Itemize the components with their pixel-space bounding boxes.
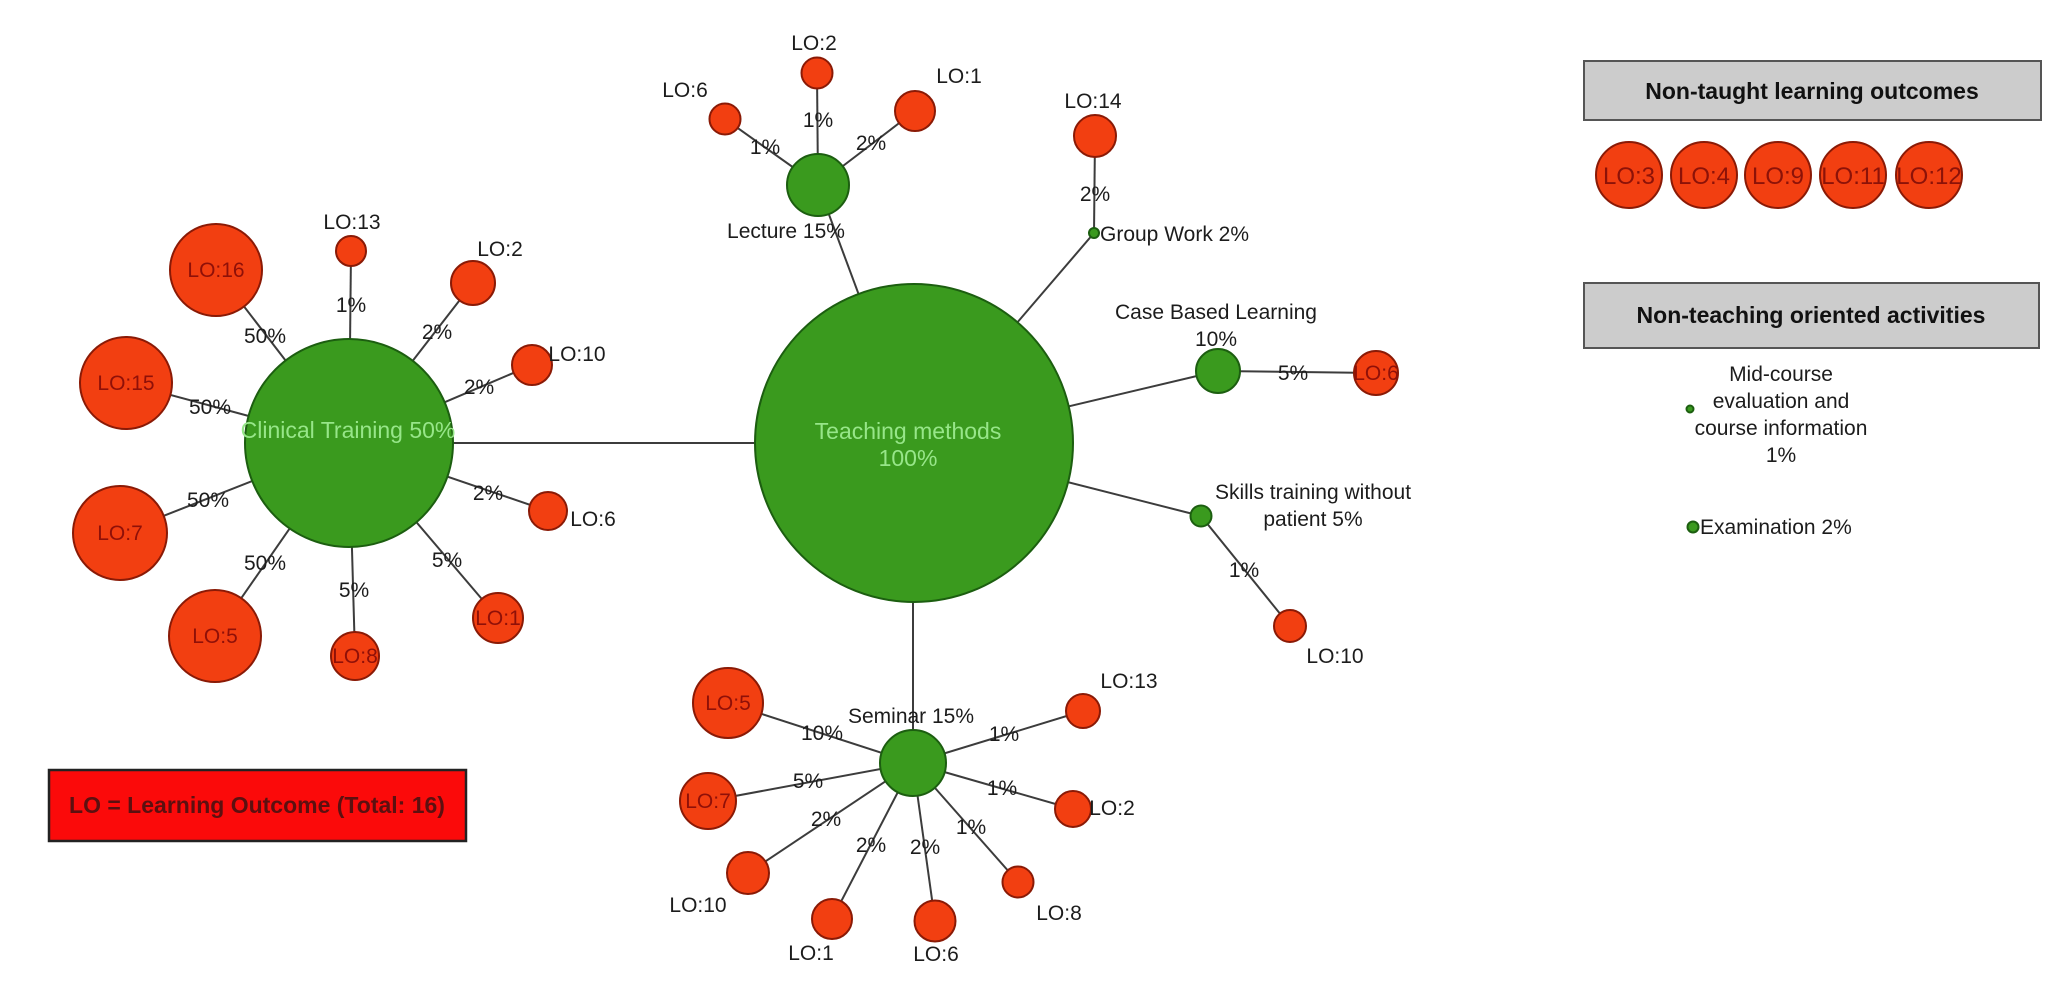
svg-text:LO:10: LO:10 bbox=[548, 343, 605, 366]
svg-text:LO:1: LO:1 bbox=[475, 607, 521, 630]
svg-text:LO:1: LO:1 bbox=[936, 65, 982, 88]
svg-text:LO:13: LO:13 bbox=[323, 211, 380, 234]
svg-text:1%: 1% bbox=[956, 816, 986, 839]
svg-text:1%: 1% bbox=[1229, 559, 1259, 582]
svg-text:Non-teaching oriented activiti: Non-teaching oriented activities bbox=[1637, 302, 1986, 328]
svg-text:LO:6: LO:6 bbox=[913, 943, 959, 966]
svg-text:LO:8: LO:8 bbox=[1036, 902, 1082, 925]
svg-text:1%: 1% bbox=[336, 294, 366, 317]
svg-text:LO:7: LO:7 bbox=[97, 522, 143, 545]
svg-text:LO:13: LO:13 bbox=[1100, 670, 1157, 693]
svg-text:5%: 5% bbox=[793, 770, 823, 793]
svg-text:5%: 5% bbox=[339, 579, 369, 602]
svg-text:LO:6: LO:6 bbox=[1353, 362, 1399, 385]
svg-text:LO:6: LO:6 bbox=[570, 508, 616, 531]
svg-text:LO:5: LO:5 bbox=[192, 625, 238, 648]
svg-text:2%: 2% bbox=[1080, 183, 1110, 206]
svg-text:Skills training without: Skills training without bbox=[1215, 481, 1411, 504]
svg-text:Lecture 15%: Lecture 15% bbox=[727, 220, 845, 243]
svg-text:LO:5: LO:5 bbox=[705, 692, 751, 715]
svg-text:10%: 10% bbox=[801, 722, 843, 745]
svg-text:LO:9: LO:9 bbox=[1752, 163, 1804, 190]
svg-text:1%: 1% bbox=[750, 136, 780, 159]
svg-text:LO:10: LO:10 bbox=[1306, 645, 1363, 668]
svg-text:LO:14: LO:14 bbox=[1064, 90, 1122, 113]
svg-text:LO:2: LO:2 bbox=[1089, 797, 1135, 820]
svg-text:10%: 10% bbox=[1195, 328, 1237, 351]
svg-text:patient 5%: patient 5% bbox=[1263, 508, 1362, 531]
svg-text:50%: 50% bbox=[189, 396, 231, 419]
svg-text:2%: 2% bbox=[464, 376, 494, 399]
svg-text:Seminar 15%: Seminar 15% bbox=[848, 705, 974, 728]
svg-text:LO:6: LO:6 bbox=[662, 79, 708, 102]
svg-text:evaluation and: evaluation and bbox=[1713, 390, 1850, 413]
svg-text:1%: 1% bbox=[1766, 444, 1796, 467]
svg-text:2%: 2% bbox=[856, 132, 886, 155]
svg-text:LO:10: LO:10 bbox=[669, 894, 726, 917]
svg-text:Case Based Learning: Case Based Learning bbox=[1115, 301, 1317, 324]
svg-text:50%: 50% bbox=[244, 552, 286, 575]
svg-text:5%: 5% bbox=[432, 549, 462, 572]
svg-text:LO:2: LO:2 bbox=[791, 32, 837, 55]
svg-text:LO:1: LO:1 bbox=[788, 942, 834, 965]
svg-text:Examination 2%: Examination 2% bbox=[1700, 516, 1852, 539]
svg-text:LO:8: LO:8 bbox=[332, 645, 378, 668]
svg-text:Mid-course: Mid-course bbox=[1729, 363, 1833, 386]
svg-text:2%: 2% bbox=[422, 321, 452, 344]
svg-text:1%: 1% bbox=[987, 777, 1017, 800]
svg-text:5%: 5% bbox=[1278, 362, 1308, 385]
svg-text:Group Work 2%: Group Work 2% bbox=[1100, 223, 1249, 246]
svg-text:100%: 100% bbox=[879, 445, 938, 471]
svg-text:2%: 2% bbox=[856, 834, 886, 857]
svg-text:Teaching methods: Teaching methods bbox=[815, 418, 1002, 444]
svg-text:2%: 2% bbox=[473, 482, 503, 505]
svg-text:LO:15: LO:15 bbox=[97, 372, 154, 395]
svg-text:LO:2: LO:2 bbox=[477, 238, 523, 261]
svg-text:LO:7: LO:7 bbox=[685, 790, 731, 813]
svg-text:50%: 50% bbox=[187, 489, 229, 512]
svg-text:LO:16: LO:16 bbox=[187, 259, 244, 282]
svg-text:2%: 2% bbox=[811, 808, 841, 831]
svg-text:LO:11: LO:11 bbox=[1821, 163, 1885, 190]
svg-text:50%: 50% bbox=[244, 325, 286, 348]
svg-text:Non-taught learning outcomes: Non-taught learning outcomes bbox=[1645, 78, 1979, 104]
svg-text:course information: course information bbox=[1695, 417, 1868, 440]
svg-text:LO = Learning Outcome (Total:: LO = Learning Outcome (Total: 16) bbox=[69, 792, 445, 818]
svg-text:LO:12: LO:12 bbox=[1896, 163, 1961, 190]
svg-text:LO:3: LO:3 bbox=[1603, 163, 1655, 190]
svg-text:Clinical Training 50%: Clinical Training 50% bbox=[241, 417, 456, 443]
svg-text:2%: 2% bbox=[910, 836, 940, 859]
svg-text:1%: 1% bbox=[803, 109, 833, 132]
svg-text:1%: 1% bbox=[989, 723, 1019, 746]
svg-text:LO:4: LO:4 bbox=[1678, 163, 1730, 190]
